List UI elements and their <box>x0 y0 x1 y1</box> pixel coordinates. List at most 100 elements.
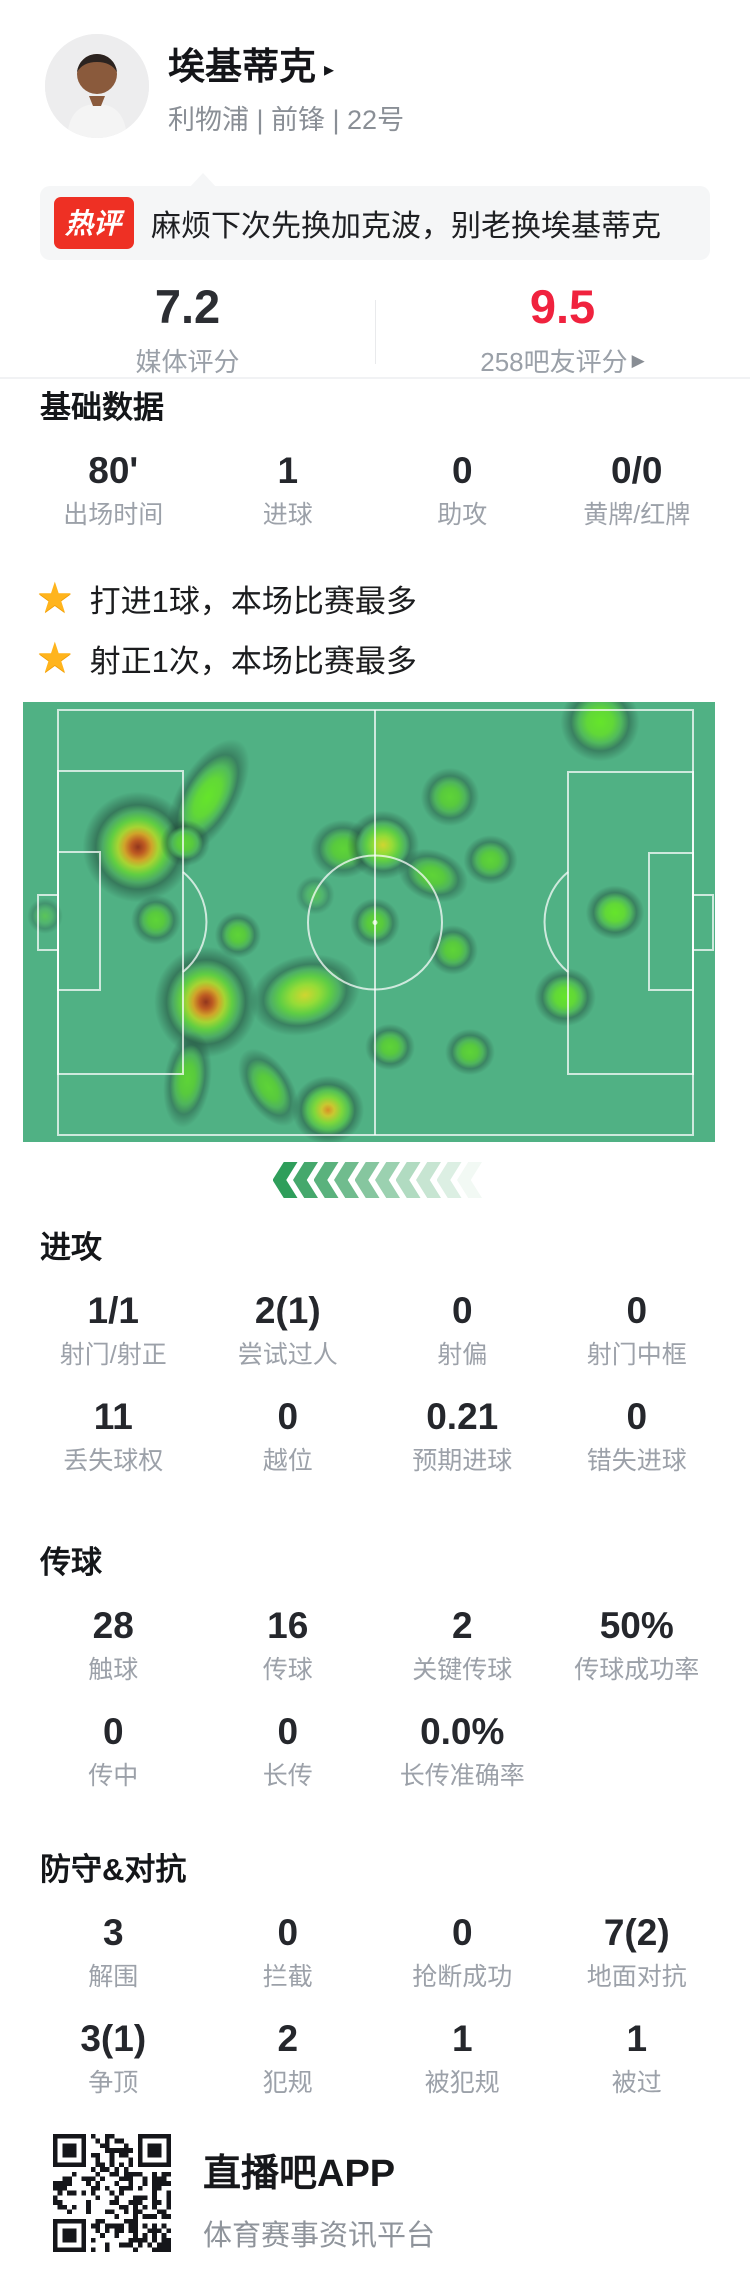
chevron-right-icon: ▶ <box>631 350 645 370</box>
stat-value: 2 <box>277 2018 299 2059</box>
fan-rating[interactable]: 9.5 258吧友评分 ▶ <box>375 282 750 378</box>
stat-value: 28 <box>92 1605 134 1646</box>
stat-value: 1/1 <box>87 1290 139 1331</box>
stat-value: 3(1) <box>80 2018 147 2059</box>
stats-attack: 1/1 射门/射正 2(1) 尝试过人 0 射偏 0 射门中框 11 丢失球权 0 越位 0.21 预期进… <box>0 1290 750 1476</box>
stat-value: 2(1) <box>254 1290 321 1331</box>
stat-cell: 0.0% 长传准确率 <box>375 1711 550 1791</box>
stat-value: 0.21 <box>426 1396 499 1437</box>
stat-value: 16 <box>267 1605 309 1646</box>
hot-comment-banner[interactable]: 热评 麻烦下次先换加克波，别老换埃基蒂克 <box>40 173 710 260</box>
stat-label: 争顶 <box>88 2069 139 2097</box>
app-name: 直播吧APP <box>203 2153 396 2195</box>
name-arrow-icon: ▸ <box>324 58 335 81</box>
stat-label: 传中 <box>88 1762 139 1790</box>
stat-value: 50% <box>599 1605 674 1646</box>
stat-label: 拦截 <box>262 1963 313 1991</box>
stat-value: 0 <box>277 1912 299 1953</box>
stat-cell: 1 进球 <box>201 450 376 530</box>
stat-label: 黄牌/红牌 <box>583 501 691 529</box>
star-icon: ★ <box>36 634 74 681</box>
section-title-passing: 传球 <box>40 1545 102 1580</box>
stat-cell: 0 射偏 <box>375 1290 550 1370</box>
stat-label: 丢失球权 <box>63 1447 164 1475</box>
stat-value: 2 <box>451 1605 473 1646</box>
stat-value: 0 <box>277 1711 299 1752</box>
section-attack: 进攻 1/1 射门/射正 2(1) 尝试过人 0 射偏 0 射门中框 11 丢失球权 0 越位 0.21… <box>0 1230 750 1502</box>
stat-label: 触球 <box>88 1656 139 1684</box>
player-photo-placeholder <box>45 34 149 138</box>
stat-label: 助攻 <box>437 501 488 529</box>
chevron-left-icon <box>457 1162 482 1198</box>
stat-cell: 11 丢失球权 <box>26 1396 201 1476</box>
stat-label: 错失进球 <box>586 1447 687 1475</box>
stat-value: 1 <box>626 2018 648 2059</box>
stat-label: 越位 <box>262 1447 313 1475</box>
media-rating: 7.2 媒体评分 <box>0 282 375 378</box>
stat-label: 出场时间 <box>63 501 164 529</box>
highlight-goal-text: 打进1球，本场比赛最多 <box>89 583 417 619</box>
stat-value: 1 <box>277 450 299 491</box>
stat-cell: 0 助攻 <box>375 450 550 530</box>
player-name[interactable]: 埃基蒂克 ▸ <box>168 36 334 90</box>
stat-value: 0/0 <box>611 450 663 491</box>
stat-value: 7(2) <box>603 1912 670 1953</box>
pitch-lines <box>37 709 714 1136</box>
stat-label: 进球 <box>262 501 313 529</box>
stat-value: 0.0% <box>420 1711 505 1752</box>
avatar <box>45 34 149 138</box>
stat-cell: 80' 出场时间 <box>26 450 201 530</box>
stat-cell: 16 传球 <box>201 1605 376 1685</box>
stat-label: 长传 <box>262 1762 313 1790</box>
stats-defense: 3 解围 0 拦截 0 抢断成功 7(2) 地面对抗 3(1) 争顶 2 犯规 1 被犯规 1 被过 <box>0 1912 750 2098</box>
stat-cell: 3 解围 <box>26 1912 201 1992</box>
stat-cell: 1 被过 <box>550 2018 725 2098</box>
stat-label: 射门中框 <box>586 1341 687 1369</box>
stat-cell: 2 关键传球 <box>375 1605 550 1685</box>
stat-label: 被犯规 <box>424 2069 500 2097</box>
stat-label: 预期进球 <box>412 1447 513 1475</box>
stat-cell: 0/0 黄牌/红牌 <box>550 450 725 530</box>
stat-label: 尝试过人 <box>237 1341 338 1369</box>
stat-row: 80' 出场时间 1 进球 0 助攻 0/0 黄牌/红牌 <box>0 450 750 530</box>
qr-code <box>53 2134 171 2252</box>
stats-passing: 28 触球 16 传球 2 关键传球 50% 传球成功率 0 传中 0 长传 0.0% 长传准确率 <box>0 1605 750 1791</box>
stat-row: 28 触球 16 传球 2 关键传球 50% 传球成功率 <box>0 1605 750 1685</box>
stat-label: 被过 <box>611 2069 662 2097</box>
stat-value: 0 <box>102 1711 124 1752</box>
vertical-divider <box>375 300 376 364</box>
stat-cell: 28 触球 <box>26 1605 201 1685</box>
highlight-shot-text: 射正1次，本场比赛最多 <box>89 643 417 679</box>
player-subtitle: 利物浦 | 前锋 | 22号 <box>168 105 405 135</box>
stat-value: 0 <box>451 450 473 491</box>
stat-label: 地面对抗 <box>586 1963 687 1991</box>
banner-pointer <box>190 173 216 187</box>
stat-cell: 7(2) 地面对抗 <box>550 1912 725 1992</box>
stat-value: 0 <box>626 1290 648 1331</box>
stats-basic: 80' 出场时间 1 进球 0 助攻 0/0 黄牌/红牌 <box>0 450 750 530</box>
stat-cell: 0.21 预期进球 <box>375 1396 550 1476</box>
stat-cell: 0 传中 <box>26 1711 201 1791</box>
stat-cell: 0 错失进球 <box>550 1396 725 1476</box>
section-title-defense: 防守&对抗 <box>40 1852 187 1887</box>
stat-label: 关键传球 <box>412 1656 513 1684</box>
stat-row: 3 解围 0 拦截 0 抢断成功 7(2) 地面对抗 <box>0 1912 750 1992</box>
section-passing: 传球 28 触球 16 传球 2 关键传球 50% 传球成功率 0 传中 0 长传 0.0% 长传准确率 <box>0 1545 750 1817</box>
stat-cell: 50% 传球成功率 <box>550 1605 725 1685</box>
ratings-row: 7.2 媒体评分 9.5 258吧友评分 ▶ <box>0 282 750 378</box>
stat-value: 0 <box>451 1912 473 1953</box>
stat-label: 长传准确率 <box>399 1762 525 1790</box>
section-title-basic: 基础数据 <box>40 390 164 425</box>
stat-cell: 1 被犯规 <box>375 2018 550 2098</box>
player-name-text: 埃基蒂克 <box>168 46 316 87</box>
stat-cell: 2(1) 尝试过人 <box>201 1290 376 1370</box>
stat-cell: 0 抢断成功 <box>375 1912 550 1992</box>
stat-label: 射门/射正 <box>59 1341 167 1369</box>
stat-label: 传球 <box>262 1656 313 1684</box>
stat-value: 0 <box>451 1290 473 1331</box>
attack-direction-chevrons <box>0 1161 750 1199</box>
section-title-attack: 进攻 <box>40 1230 102 1265</box>
media-rating-label: 媒体评分 <box>135 347 240 377</box>
stat-value: 80' <box>88 450 139 491</box>
